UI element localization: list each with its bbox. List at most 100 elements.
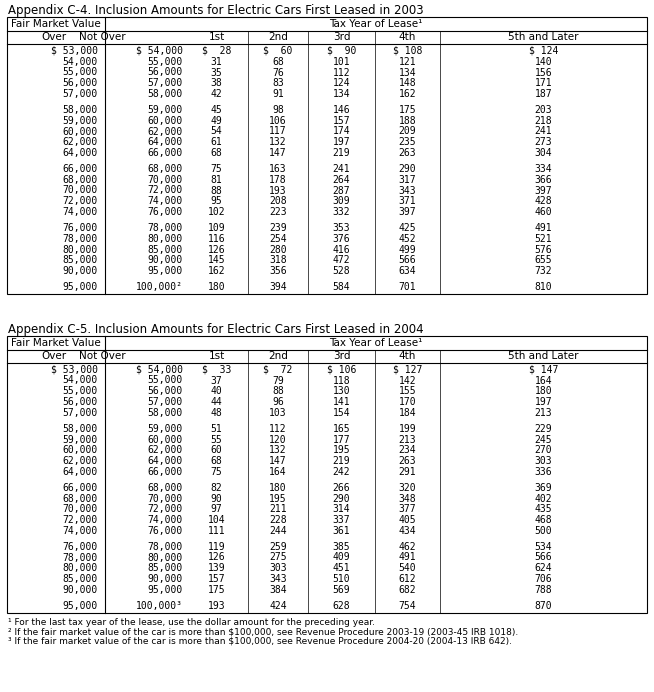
Text: 74,000: 74,000 — [63, 207, 98, 217]
Text: 428: 428 — [535, 197, 553, 206]
Text: 175: 175 — [399, 105, 417, 115]
Text: 162: 162 — [399, 89, 417, 99]
Text: $  33: $ 33 — [202, 365, 231, 374]
Text: 68,000: 68,000 — [63, 493, 98, 504]
Text: 106: 106 — [269, 116, 287, 126]
Text: 121: 121 — [399, 57, 417, 66]
Text: 435: 435 — [535, 504, 553, 514]
Text: 402: 402 — [535, 493, 553, 504]
Text: 56,000: 56,000 — [148, 386, 183, 397]
Text: 95: 95 — [211, 197, 222, 206]
Text: $  28: $ 28 — [202, 46, 231, 56]
Text: 245: 245 — [535, 435, 553, 444]
Text: 266: 266 — [333, 483, 351, 493]
Text: 356: 356 — [269, 266, 287, 276]
Text: 219: 219 — [333, 148, 351, 158]
Text: 57,000: 57,000 — [63, 89, 98, 99]
Text: 68,000: 68,000 — [148, 164, 183, 174]
Text: 5th and Later: 5th and Later — [508, 33, 579, 42]
Text: $  72: $ 72 — [264, 365, 293, 374]
Text: 40: 40 — [211, 386, 222, 397]
Text: 96: 96 — [272, 397, 284, 407]
Text: 60,000: 60,000 — [63, 445, 98, 455]
Text: 62,000: 62,000 — [63, 137, 98, 147]
Text: 164: 164 — [269, 467, 287, 477]
Text: Over: Over — [41, 352, 66, 361]
Text: 75: 75 — [211, 467, 222, 477]
Text: 59,000: 59,000 — [148, 105, 183, 115]
Text: 31: 31 — [211, 57, 222, 66]
Text: 85,000: 85,000 — [148, 563, 183, 573]
Text: $  90: $ 90 — [327, 46, 356, 56]
Text: 754: 754 — [399, 601, 417, 611]
Text: 55,000: 55,000 — [148, 376, 183, 385]
Text: 60: 60 — [211, 445, 222, 455]
Text: 59,000: 59,000 — [63, 435, 98, 444]
Text: ¹ For the last tax year of the lease, use the dollar amount for the preceding ye: ¹ For the last tax year of the lease, us… — [8, 617, 375, 626]
Text: 3rd: 3rd — [333, 33, 351, 42]
Text: 68: 68 — [211, 456, 222, 466]
Text: 510: 510 — [333, 574, 351, 584]
Text: 208: 208 — [269, 197, 287, 206]
Text: 139: 139 — [208, 563, 226, 573]
Text: 57,000: 57,000 — [148, 78, 183, 89]
Text: 788: 788 — [535, 585, 553, 595]
Text: 188: 188 — [399, 116, 417, 126]
Text: 242: 242 — [333, 467, 351, 477]
Text: 56,000: 56,000 — [63, 78, 98, 89]
Text: 55,000: 55,000 — [148, 57, 183, 66]
Text: 58,000: 58,000 — [63, 105, 98, 115]
Text: 309: 309 — [333, 197, 351, 206]
Text: 74,000: 74,000 — [148, 197, 183, 206]
Text: 55: 55 — [211, 435, 222, 444]
Text: $ 54,000: $ 54,000 — [136, 46, 183, 56]
Text: 290: 290 — [399, 164, 417, 174]
Text: 120: 120 — [269, 435, 287, 444]
Text: 85,000: 85,000 — [63, 574, 98, 584]
Text: 303: 303 — [269, 563, 287, 573]
Text: 171: 171 — [535, 78, 553, 89]
Text: 337: 337 — [333, 515, 351, 525]
Text: 76,000: 76,000 — [63, 542, 98, 552]
Text: 95,000: 95,000 — [148, 585, 183, 595]
Text: 462: 462 — [399, 542, 417, 552]
Text: 197: 197 — [535, 397, 553, 407]
Text: 112: 112 — [333, 68, 351, 78]
Text: 472: 472 — [333, 255, 351, 265]
Text: 70,000: 70,000 — [148, 493, 183, 504]
Text: 318: 318 — [269, 255, 287, 265]
Text: 175: 175 — [208, 585, 226, 595]
Text: 111: 111 — [208, 526, 226, 536]
Text: 170: 170 — [399, 397, 417, 407]
Text: 184: 184 — [399, 408, 417, 418]
Text: $ 108: $ 108 — [393, 46, 422, 56]
Text: 1st: 1st — [209, 352, 224, 361]
Text: 78,000: 78,000 — [63, 234, 98, 244]
Text: 54: 54 — [211, 127, 222, 136]
Text: 178: 178 — [269, 174, 287, 185]
Text: 584: 584 — [333, 282, 351, 292]
Text: 95,000: 95,000 — [63, 601, 98, 611]
Text: 70,000: 70,000 — [63, 504, 98, 514]
Text: Not Over: Not Over — [79, 352, 126, 361]
Text: 241: 241 — [535, 127, 553, 136]
Text: 732: 732 — [535, 266, 553, 276]
Text: 59,000: 59,000 — [148, 424, 183, 434]
Text: 193: 193 — [208, 601, 226, 611]
Text: 58,000: 58,000 — [63, 424, 98, 434]
Text: 164: 164 — [535, 376, 553, 385]
Text: 103: 103 — [269, 408, 287, 418]
Text: 244: 244 — [269, 526, 287, 536]
Text: 68: 68 — [272, 57, 284, 66]
Text: 682: 682 — [399, 585, 417, 595]
Text: 49: 49 — [211, 116, 222, 126]
Text: 64,000: 64,000 — [148, 456, 183, 466]
Text: 500: 500 — [535, 526, 553, 536]
Text: 82: 82 — [211, 483, 222, 493]
Text: 60,000: 60,000 — [63, 127, 98, 136]
Text: 78,000: 78,000 — [63, 552, 98, 563]
Text: 193: 193 — [269, 185, 287, 196]
Text: 211: 211 — [269, 504, 287, 514]
Text: 60,000: 60,000 — [148, 435, 183, 444]
Text: 397: 397 — [399, 207, 417, 217]
